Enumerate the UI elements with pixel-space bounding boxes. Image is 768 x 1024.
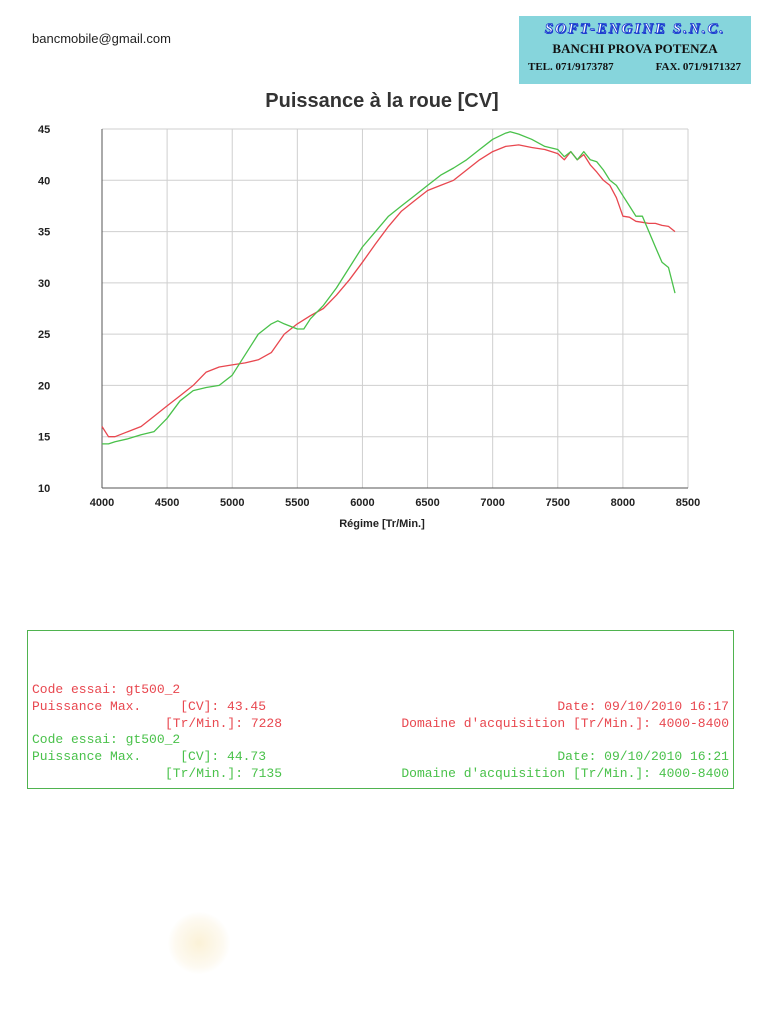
company-logo: SOFT-ENGINE S.N.C. BANCHI PROVA POTENZA … [519, 16, 751, 84]
test-info-box: Code essai: gt500_2 Date: 09/10/2010 16:… [27, 630, 734, 789]
logo-telephone: TEL. 071/9173787 [528, 61, 614, 73]
x-tick-label: 8000 [611, 497, 635, 509]
logo-contact-row: TEL. 071/9173787 FAX. 071/9171327 [519, 57, 751, 73]
run-code-label: Code essai: gt500_2 [32, 732, 181, 747]
series-line-1 [101, 144, 676, 438]
x-tick-label: 5500 [285, 497, 309, 509]
x-tick-label: 7500 [546, 497, 570, 509]
x-axis-label: Régime [Tr/Min.] [339, 518, 425, 530]
logo-subtitle: BANCHI PROVA POTENZA [552, 41, 718, 56]
y-tick-label: 15 [38, 432, 50, 444]
y-tick-label: 40 [38, 175, 50, 187]
x-tick-label: 4500 [155, 497, 179, 509]
run-power-label: Puissance Max. [CV]: 43.45 [32, 699, 267, 714]
run-rpm-label: [Tr/Min.]: 7135 [165, 766, 283, 781]
run-power-label: Puissance Max. [CV]: 44.73 [32, 749, 267, 764]
run-info-2: Code essai: gt500_2 Date: 09/10/2010 16:… [32, 714, 729, 781]
y-tick-label: 25 [38, 329, 50, 341]
x-tick-label: 5000 [220, 497, 244, 509]
x-tick-label: 6000 [350, 497, 374, 509]
y-tick-label: 35 [38, 227, 50, 239]
contact-email: bancmobile@gmail.com [32, 31, 171, 46]
run-rpm-label: [Tr/Min.]: 7228 [165, 716, 283, 731]
run-code-label: Code essai: gt500_2 [32, 682, 181, 697]
y-tick-label: 10 [38, 483, 50, 495]
run-domain-label: Domaine d'acquisition [Tr/Min.]: 4000-84… [401, 716, 729, 731]
logo-brand-name: SOFT-ENGINE S.N.C. [544, 21, 726, 38]
x-tick-label: 8500 [676, 497, 700, 509]
x-tick-label: 7000 [480, 497, 504, 509]
y-tick-label: 45 [38, 124, 50, 136]
run-date-label: Date: 09/10/2010 16:21 [557, 749, 729, 764]
run-date-label: Date: 09/10/2010 16:17 [557, 699, 729, 714]
x-tick-label: 6500 [415, 497, 439, 509]
y-tick-label: 30 [38, 278, 50, 290]
power-chart: Puissance à la roue [CV] 4000 4500 5000 5500… [38, 90, 700, 530]
run-info-1: Code essai: gt500_2 Date: 09/10/2010 16:… [32, 664, 729, 731]
y-tick-label: 20 [38, 380, 50, 392]
chart-title: Puissance à la roue [CV] [265, 90, 498, 112]
logo-fax: FAX. 071/9171327 [655, 61, 741, 73]
x-tick-label: 4000 [90, 497, 114, 509]
series-line-2 [102, 131, 676, 445]
paper-stain [168, 912, 230, 974]
run-domain-label: Domaine d'acquisition [Tr/Min.]: 4000-84… [401, 766, 729, 781]
